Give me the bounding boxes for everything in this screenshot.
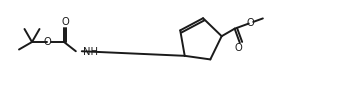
Text: O: O	[247, 18, 255, 28]
Text: O: O	[235, 43, 243, 53]
Text: O: O	[61, 17, 69, 27]
Text: NH: NH	[83, 47, 98, 57]
Text: O: O	[44, 37, 51, 47]
